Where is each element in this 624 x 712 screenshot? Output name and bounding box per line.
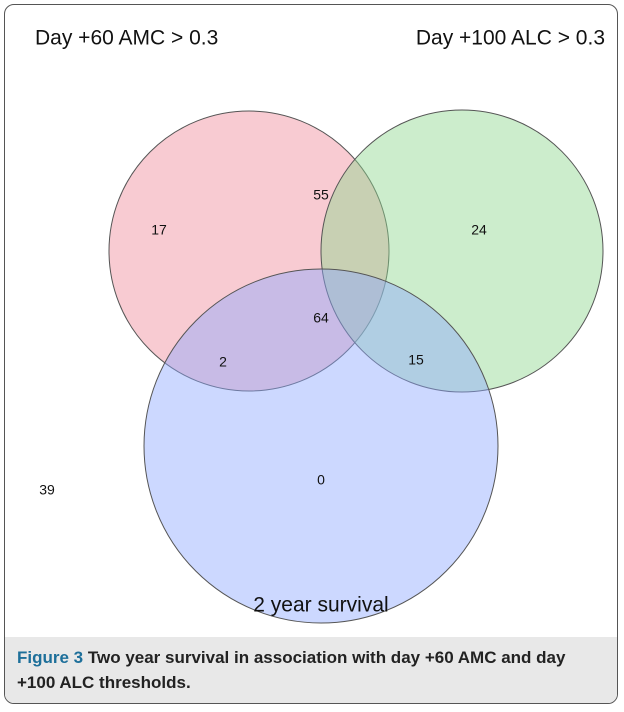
venn-diagram: Day +60 AMC > 0.3 Day +100 ALC > 0.3 2 y… bbox=[35, 27, 605, 624]
set-label: Day +100 ALC > 0.3 bbox=[416, 27, 605, 50]
region-count: 0 bbox=[317, 472, 325, 488]
caption-text: Two year survival in association with da… bbox=[17, 648, 566, 692]
region-count: 24 bbox=[471, 222, 487, 238]
figure-frame: Day +60 AMC > 0.3 Day +100 ALC > 0.3 2 y… bbox=[4, 4, 618, 704]
region-count: 17 bbox=[151, 222, 167, 238]
region-count: 64 bbox=[313, 310, 329, 326]
region-count: 2 bbox=[219, 354, 227, 370]
region-count: 15 bbox=[408, 352, 424, 368]
region-count: 55 bbox=[313, 187, 329, 203]
caption: Figure 3 Two year survival in associatio… bbox=[5, 637, 617, 703]
set-circle bbox=[108, 110, 390, 392]
caption-label: Figure 3 bbox=[17, 648, 84, 667]
set-circle bbox=[143, 268, 499, 624]
region-count: 39 bbox=[39, 482, 55, 498]
set-circle bbox=[320, 109, 604, 393]
set-label: Day +60 AMC > 0.3 bbox=[35, 27, 218, 50]
set-label: 2 year survival bbox=[253, 594, 388, 617]
